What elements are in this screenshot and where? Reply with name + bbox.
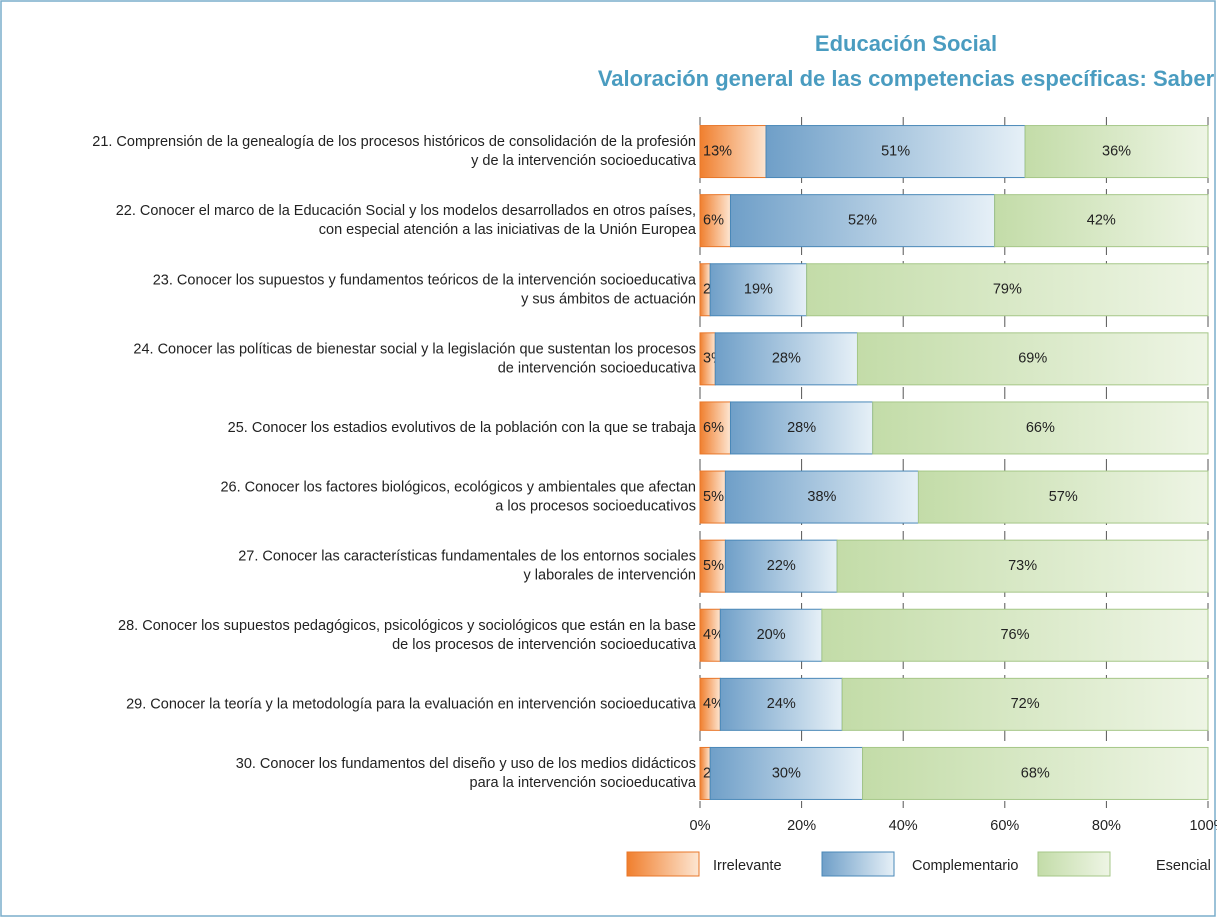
legend-label: Irrelevante (713, 858, 782, 874)
category-line: de los procesos de intervención socioedu… (392, 637, 697, 653)
bar-segment (765, 125, 1026, 179)
category-line: 23. Conocer los supuestos y fundamentos … (153, 272, 697, 288)
bar-segment (719, 608, 823, 662)
category-line: 30. Conocer los fundamentos del diseño y… (236, 756, 696, 772)
category-label: 26. Conocer los factores biológicos, eco… (220, 479, 696, 514)
value-label: 19% (744, 282, 773, 298)
category-label: 28. Conocer los supuestos pedagógicos, p… (118, 618, 697, 653)
bar-segment (714, 332, 858, 386)
category-line: de intervención socioeducativa (498, 360, 697, 376)
bar-segment (729, 194, 996, 248)
x-tick-label: 20% (787, 818, 816, 834)
bar-segment (836, 539, 1209, 593)
x-tick-label: 40% (889, 818, 918, 834)
bar-segment (806, 263, 1209, 317)
value-label: 4% (703, 696, 724, 712)
bar-segment (994, 194, 1209, 248)
value-label: 57% (1049, 489, 1078, 505)
bar-segment (1024, 125, 1209, 179)
category-line: y de la intervención socioeducativa (471, 153, 697, 169)
category-line: 27. Conocer las características fundamen… (238, 548, 696, 564)
value-label: 52% (848, 212, 877, 228)
value-label: 24% (767, 696, 796, 712)
bar-segment (862, 746, 1209, 800)
bar-segment (917, 470, 1209, 524)
category-label: 24. Conocer las políticas de bienestar s… (133, 341, 697, 376)
legend-swatch (626, 851, 700, 877)
category-line: y laborales de intervención (524, 567, 697, 583)
category-line: 22. Conocer el marco de la Educación Soc… (116, 203, 696, 219)
value-label: 76% (1000, 627, 1029, 643)
value-label: 73% (1008, 558, 1037, 574)
bar-segment (729, 401, 874, 455)
category-line: para la intervención socioeducativa (470, 775, 697, 791)
value-label: 5% (703, 558, 724, 574)
category-line: y sus ámbitos de actuación (521, 291, 696, 307)
bar-segment (724, 470, 919, 524)
value-label: 13% (703, 143, 732, 159)
category-label: 30. Conocer los fundamentos del diseño y… (236, 756, 697, 791)
chart-subtitle: Valoración general de las competencias e… (598, 66, 1215, 91)
bar-segment (856, 332, 1209, 386)
x-tick-label: 60% (990, 818, 1019, 834)
value-label: 51% (881, 143, 910, 159)
chart-title: Educación Social (815, 31, 997, 56)
value-label: 66% (1026, 420, 1055, 436)
category-label: 21. Comprensión de la genealogía de los … (92, 134, 697, 169)
bar-segment (699, 125, 767, 179)
bar-segment (821, 608, 1209, 662)
category-label: 25. Conocer los estadios evolutivos de l… (228, 420, 697, 436)
legend-swatch (1037, 851, 1111, 877)
bar-segment (709, 263, 808, 317)
category-line: 25. Conocer los estadios evolutivos de l… (228, 420, 697, 436)
value-label: 4% (703, 627, 724, 643)
value-label: 20% (757, 627, 786, 643)
category-line: con especial atención a las iniciativas … (319, 222, 697, 238)
value-label: 5% (703, 489, 724, 505)
value-label: 28% (787, 420, 816, 436)
value-label: 68% (1021, 765, 1050, 781)
x-tick-label: 0% (690, 818, 711, 834)
value-label: 42% (1087, 212, 1116, 228)
category-label: 27. Conocer las características fundamen… (238, 548, 696, 583)
value-label: 69% (1018, 351, 1047, 367)
value-label: 30% (772, 765, 801, 781)
value-label: 38% (807, 489, 836, 505)
category-line: a los procesos socioeducativos (495, 498, 696, 514)
category-line: 24. Conocer las políticas de bienestar s… (133, 341, 696, 357)
category-line: 21. Comprensión de la genealogía de los … (92, 134, 696, 150)
category-line: 26. Conocer los factores biológicos, eco… (220, 479, 696, 495)
legend-swatch (821, 851, 895, 877)
category-line: 29. Conocer la teoría y la metodología p… (126, 696, 697, 712)
bar-segment (724, 539, 838, 593)
category-label: 23. Conocer los supuestos y fundamentos … (153, 272, 697, 307)
bar-segment (699, 470, 726, 524)
bar-segment (841, 677, 1209, 731)
value-label: 22% (767, 558, 796, 574)
value-label: 6% (703, 420, 724, 436)
value-label: 6% (703, 212, 724, 228)
value-label: 28% (772, 351, 801, 367)
category-label: 22. Conocer el marco de la Educación Soc… (116, 203, 697, 238)
bar-segment (699, 539, 726, 593)
value-label: 72% (1011, 696, 1040, 712)
x-tick-label: 80% (1092, 818, 1121, 834)
value-label: 36% (1102, 143, 1131, 159)
category-label: 29. Conocer la teoría y la metodología p… (126, 696, 697, 712)
value-label: 79% (993, 282, 1022, 298)
category-line: 28. Conocer los supuestos pedagógicos, p… (118, 618, 696, 634)
legend-label: Esencial (1156, 858, 1211, 874)
x-tick-label: 100% (1189, 818, 1217, 834)
bar-segment (872, 401, 1209, 455)
legend-label: Complementario (912, 858, 1018, 874)
bar-segment (719, 677, 843, 731)
